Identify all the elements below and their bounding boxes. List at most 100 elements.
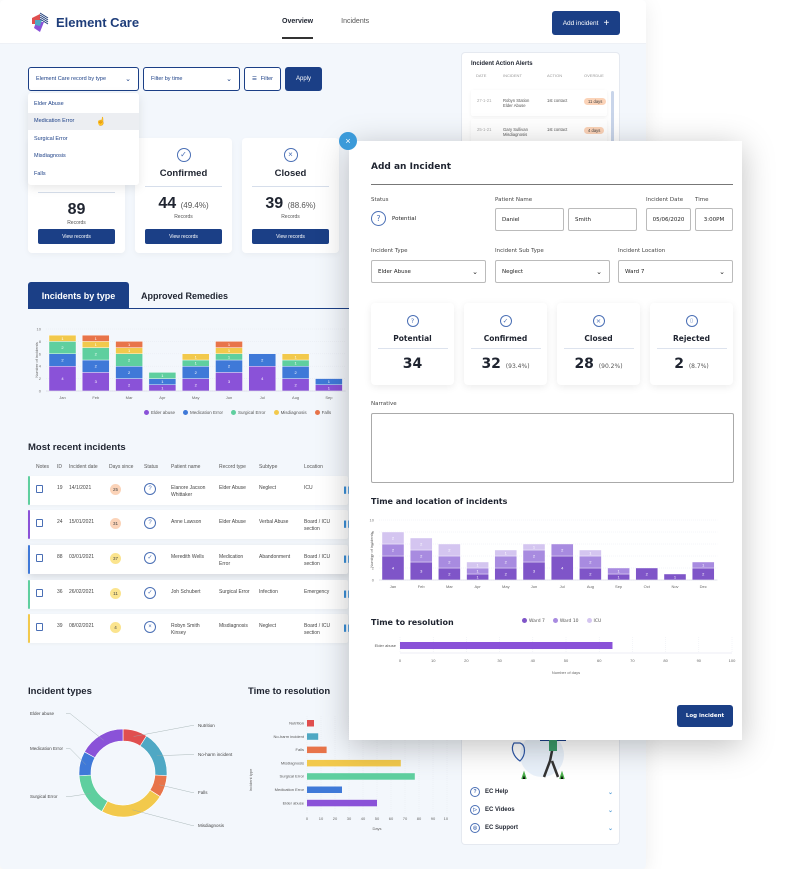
overdue-badge: 4 days [584,127,605,134]
notes-icon[interactable] [36,554,43,562]
illustration-walking-person-icon [511,735,566,780]
card-value: 32 (93.4%) [481,356,530,372]
svg-text:2: 2 [589,572,592,577]
table-row[interactable]: 39 08/02/2021 4 × Robyn Smith Kinsey Mis… [28,614,353,643]
svg-text:1: 1 [533,545,536,550]
bar-chart-icon[interactable]: ▌▌ [344,522,353,529]
narrative-textarea[interactable] [371,413,734,483]
brand-logo[interactable]: Element Care [28,10,139,34]
svg-text:30: 30 [347,816,352,821]
table-row[interactable]: 88 03/01/2021 37 ✓ Meredith Wells Medica… [28,545,353,574]
view-records-button[interactable]: View records [38,229,115,244]
svg-text:No-harm incident: No-harm incident [274,734,305,739]
view-records-button[interactable]: View records [252,229,329,244]
svg-text:Mar: Mar [126,395,134,400]
nav-overview[interactable]: Overview [282,18,314,39]
incident-subtype-select[interactable]: Neglect ⌄ [495,260,610,283]
table-row[interactable]: 36 26/02/2021 11 ✓ Joh Schubert Surgical… [28,580,353,609]
svg-text:1: 1 [161,379,164,384]
time-filter-select[interactable]: Filter by time ⌄ [143,67,240,91]
svg-text:2: 2 [420,542,423,547]
notes-icon[interactable] [36,589,43,597]
bar-chart-icon[interactable]: ▌▌ [344,592,353,599]
nav-incidents[interactable]: Incidents [341,18,370,25]
dropdown-option-elder-abuse[interactable]: Elder Abuse [34,100,64,107]
svg-text:Jan: Jan [390,584,396,589]
tab-approved-remedies[interactable]: Approved Remedies [141,290,229,301]
cell-location: ICU [304,485,313,491]
add-incident-button[interactable]: Add incident + [552,11,620,35]
stat-title: Closed [274,168,307,179]
incident-date-input[interactable]: 05/06/2020 [646,208,691,231]
status-label: Status [371,197,389,203]
svg-text:30: 30 [497,658,502,663]
stat-value: 89 [67,201,86,218]
stat-sub-label: Records [281,214,300,220]
notes-icon[interactable] [36,485,43,493]
ec-support-item[interactable]: ◎ EC Support ⌄ [470,823,613,833]
cell-subtype: Neglect [259,623,276,629]
tab-incidents-by-type[interactable]: Incidents by type [28,282,129,309]
bar-chart-icon[interactable]: ▌▌ [344,488,353,495]
cell-date: 03/01/2021 [69,554,95,560]
svg-text:10: 10 [431,658,436,663]
chevron-down-icon: ⌄ [125,76,131,83]
x-circle-icon: × [592,315,605,327]
bar-chart-icon[interactable]: ▌▌ [344,626,353,633]
svg-text:2: 2 [128,358,131,363]
dropdown-option-falls[interactable]: Falls [34,170,46,177]
svg-text:4: 4 [261,376,264,381]
ec-videos-item[interactable]: ▷ EC Videos ⌄ [470,805,613,815]
last-name-input[interactable]: Smith [568,208,637,231]
filter-button[interactable]: ☰ Filter [244,67,281,91]
question-circle-icon: ? [470,787,480,797]
incident-location-select[interactable]: Ward 7 ⌄ [618,260,733,283]
log-incident-button[interactable]: Log incident [677,705,733,727]
alert-row[interactable]: 27-1-21 Robyn Station Elder Abuse 1st con… [471,90,607,116]
svg-text:70: 70 [630,658,635,663]
sliders-icon: ☰ [252,76,257,82]
svg-text:90: 90 [431,816,436,821]
record-type-select[interactable]: Element Care record by type ⌄ [28,67,139,91]
plus-icon: + [603,17,610,29]
view-records-button[interactable]: View records [145,229,222,244]
legend-item: Medication Error [183,410,223,416]
cell-id: 36 [57,589,63,595]
alerts-scrollbar[interactable] [611,91,614,151]
record-type-label: Element Care record by type [36,76,107,82]
notes-icon[interactable] [36,519,43,527]
table-row[interactable]: 24 15/01/2021 31 ? Anne Lawson Elder Abu… [28,510,353,539]
table-row[interactable]: 19 14/1/2021 25 ? Elanore Jacson Whittak… [28,476,353,505]
stat-card-closed: × Closed 39 (88.6%) Records View records [242,138,339,253]
svg-text:Incident type: Incident type [248,768,253,791]
svg-text:1: 1 [228,348,231,353]
incident-type-select[interactable]: Elder Abuse ⌄ [371,260,486,283]
svg-text:Falls: Falls [296,747,304,752]
cell-record-type: Elder Abuse [219,519,246,525]
alert-row[interactable]: 25-1-21 Gary Sullivan Misdiagnosis 1st co… [471,119,607,145]
dropdown-option-surgical-error[interactable]: Surgical Error [34,135,68,142]
dropdown-option-medication-error[interactable]: Medication Error ☝ [28,112,139,130]
status-value: Potential [392,216,417,222]
svg-text:Apr: Apr [159,395,166,400]
dropdown-option-misdiagnosis[interactable]: Misdiagnosis [34,153,66,160]
ec-help-item[interactable]: ? EC Help ⌄ [470,787,613,797]
first-name-input[interactable]: Daniel [495,208,564,231]
divider [38,192,115,193]
col-date: Incident date [69,464,98,470]
svg-text:Dec: Dec [700,584,707,589]
time-location-title: Time and location of incidents [371,497,508,506]
time-input[interactable]: 3:00PM [695,208,733,231]
cell-id: 39 [57,623,63,629]
close-modal-button[interactable]: × [339,132,357,150]
overdue-badge: 11 days [584,98,607,105]
apply-button[interactable]: Apply [285,67,322,91]
notes-icon[interactable] [36,623,43,631]
svg-text:Feb: Feb [92,395,100,400]
svg-text:50: 50 [375,816,380,821]
incident-action-alerts-panel: Incident Action Alerts DATE INCIDENT ACT… [461,52,620,152]
bar-chart-icon[interactable]: ▌▌ [344,557,353,564]
svg-text:20: 20 [333,816,338,821]
alert-date: 25-1-21 [477,127,492,132]
svg-text:May: May [502,584,510,589]
